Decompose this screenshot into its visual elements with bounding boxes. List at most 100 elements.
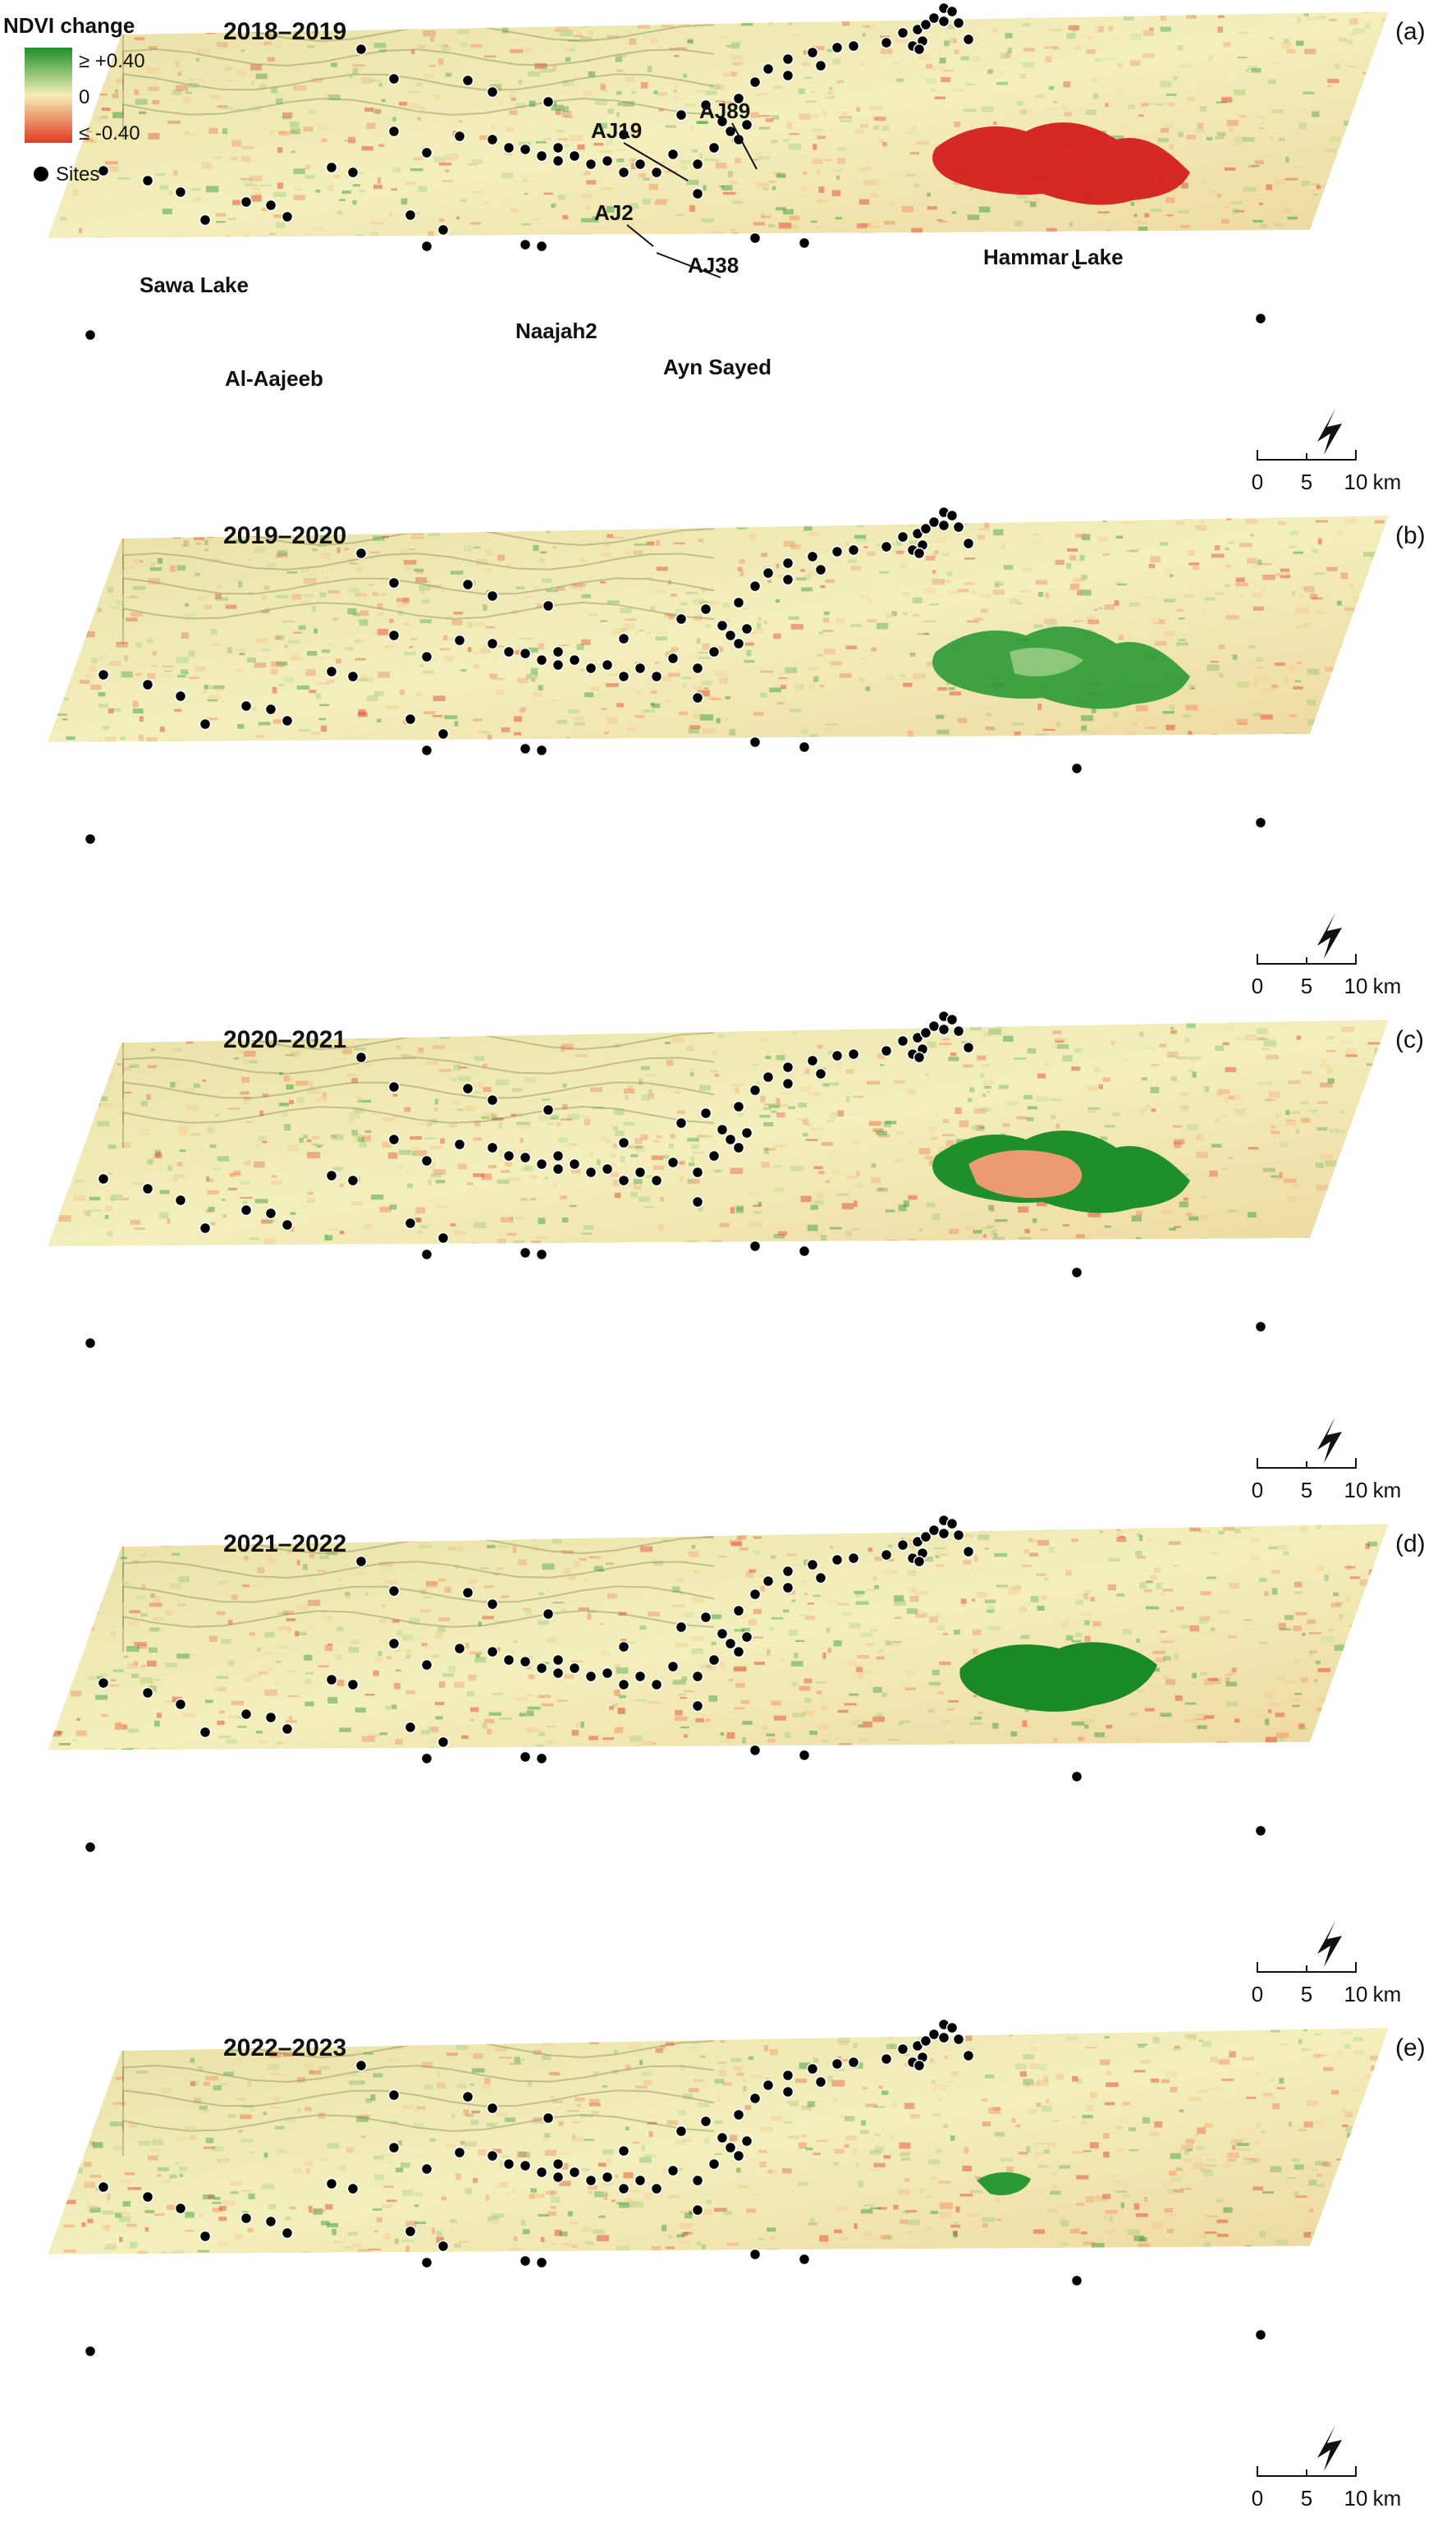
site-marker — [927, 1020, 941, 1033]
site-marker — [617, 166, 630, 179]
site-marker — [552, 2171, 565, 2184]
svg-text:NDVI change: NDVI change — [3, 13, 135, 38]
site-marker — [650, 1174, 663, 1187]
site-marker — [732, 2149, 745, 2162]
site-marker — [724, 1637, 737, 1650]
map-panel-d: 2021–2022 (d) 0 5 10 km — [48, 1514, 1426, 2006]
site-marker — [174, 1194, 187, 1207]
site-marker — [281, 1722, 294, 1736]
site-marker — [831, 545, 844, 558]
site-marker — [666, 2164, 680, 2177]
site-marker — [831, 1553, 844, 1566]
site-marker — [675, 108, 688, 122]
site-marker — [749, 2248, 762, 2261]
svg-text:km: km — [1373, 2486, 1402, 2511]
site-marker — [355, 1051, 368, 1064]
panel-letter: (c) — [1395, 1026, 1424, 1053]
site-marker — [535, 2256, 548, 2269]
site-marker — [707, 1653, 721, 1667]
panel-letter: (a) — [1395, 18, 1426, 45]
site-marker — [699, 2115, 712, 2128]
site-marker — [919, 18, 932, 31]
site-marker — [355, 547, 368, 560]
site-marker — [762, 62, 775, 76]
site-marker — [781, 53, 794, 66]
site-marker — [896, 26, 909, 39]
panel-letter: (b) — [1395, 522, 1426, 549]
site-marker — [387, 1133, 401, 1146]
svg-text:0: 0 — [1252, 2486, 1263, 2511]
svg-text:5: 5 — [1301, 974, 1312, 998]
site-marker — [486, 85, 499, 99]
north-arrow-icon — [1317, 1417, 1342, 1463]
sites-layer — [84, 1010, 1267, 1350]
site-marker — [952, 1529, 965, 1542]
site-marker — [716, 115, 729, 128]
site-marker — [896, 1538, 909, 1552]
site-marker — [617, 670, 630, 683]
site-marker — [880, 1044, 893, 1057]
site-marker — [927, 11, 941, 25]
site-marker — [806, 1558, 819, 1571]
site-marker — [1070, 1266, 1083, 1279]
svg-text:5: 5 — [1301, 470, 1312, 494]
place-label: Ayn Sayed — [663, 355, 771, 379]
site-marker — [617, 632, 630, 645]
site-marker — [919, 1530, 932, 1543]
site-marker — [806, 46, 819, 59]
site-marker — [519, 143, 532, 156]
scale-bar: 0 5 10 km — [1252, 1962, 1401, 2006]
site-marker — [461, 2090, 474, 2103]
site-marker — [404, 209, 417, 222]
site-marker — [542, 1607, 555, 1621]
site-marker — [199, 213, 212, 227]
site-marker — [387, 2141, 401, 2154]
site-marker — [486, 1598, 499, 1611]
site-marker — [937, 1527, 950, 1540]
site-marker — [264, 1711, 277, 1724]
site-marker — [945, 2021, 959, 2034]
site-marker — [740, 622, 753, 635]
site-marker — [240, 699, 253, 713]
site-marker — [519, 742, 532, 755]
site-marker — [420, 2256, 433, 2269]
site-marker — [535, 2166, 548, 2179]
site-marker — [732, 2108, 745, 2121]
site-marker — [814, 563, 827, 576]
site-marker — [962, 537, 975, 550]
site-marker — [913, 547, 926, 560]
site-marker — [691, 2174, 704, 2187]
map-panel-e: 2022–2023 (e) 0 5 10 km — [48, 2018, 1426, 2511]
site-marker — [552, 658, 565, 672]
site-marker — [387, 125, 401, 138]
site-marker — [1254, 312, 1267, 325]
site-marker — [716, 1123, 729, 1136]
site-marker — [707, 2157, 721, 2171]
site-marker — [691, 187, 704, 200]
site-marker — [502, 1653, 515, 1667]
site-marker — [740, 1126, 753, 1139]
site-marker — [519, 2159, 532, 2172]
site-marker — [601, 154, 614, 167]
site-marker — [716, 2131, 729, 2144]
site-marker — [199, 1726, 212, 1739]
site-marker — [952, 1025, 965, 1038]
site-marker — [617, 128, 630, 141]
sites-layer — [84, 2, 1267, 342]
svg-text:0: 0 — [1252, 1982, 1263, 2006]
site-marker — [84, 1337, 97, 1350]
sites-layer — [84, 506, 1267, 846]
site-marker — [634, 1670, 647, 1683]
svg-text:0: 0 — [1252, 1478, 1263, 1502]
site-marker — [486, 2149, 499, 2162]
svg-text:10: 10 — [1344, 470, 1368, 494]
site-marker — [486, 637, 499, 650]
site-marker — [387, 576, 401, 589]
site-marker — [486, 1141, 499, 1154]
site-marker — [781, 69, 794, 82]
site-marker — [814, 1571, 827, 1584]
site-marker — [453, 1642, 466, 1655]
site-marker — [355, 1555, 368, 1568]
site-marker — [945, 1013, 959, 1026]
panel-period-title: 2018–2019 — [223, 18, 346, 45]
